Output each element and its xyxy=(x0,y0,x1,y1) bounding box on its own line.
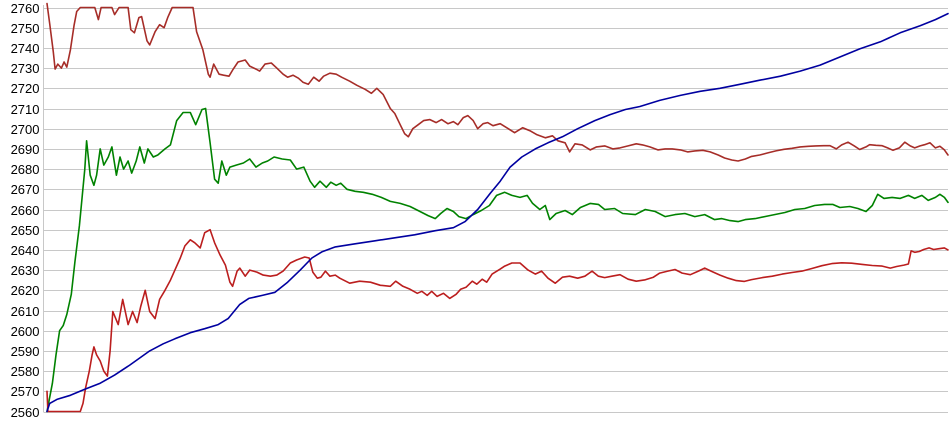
y-tick-label: 2580 xyxy=(11,364,40,379)
y-tick-label: 2760 xyxy=(11,1,40,16)
y-tick-label: 2630 xyxy=(11,263,40,278)
y-tick-label: 2650 xyxy=(11,223,40,238)
y-tick-label: 2700 xyxy=(11,122,40,137)
y-tick-label: 2570 xyxy=(11,384,40,399)
y-tick-label: 2620 xyxy=(11,283,40,298)
y-tick-label: 2640 xyxy=(11,243,40,258)
series-green-line xyxy=(46,107,949,413)
series-upper-red-line xyxy=(46,2,949,162)
y-tick-label: 2750 xyxy=(11,21,40,36)
y-tick-label: 2590 xyxy=(11,344,40,359)
y-tick-label: 2560 xyxy=(11,405,40,420)
y-tick-label: 2670 xyxy=(11,182,40,197)
series-blue-line xyxy=(46,12,949,413)
y-tick-label: 2660 xyxy=(11,203,40,218)
y-tick-label: 2690 xyxy=(11,142,40,157)
y-tick-label: 2730 xyxy=(11,61,40,76)
y-tick-label: 2610 xyxy=(11,304,40,319)
y-tick-label: 2680 xyxy=(11,162,40,177)
series-lower-red-line xyxy=(46,228,949,413)
y-tick-label: 2740 xyxy=(11,41,40,56)
y-tick-label: 2710 xyxy=(11,102,40,117)
y-tick-label: 2720 xyxy=(11,81,40,96)
y-tick-label: 2600 xyxy=(11,324,40,339)
